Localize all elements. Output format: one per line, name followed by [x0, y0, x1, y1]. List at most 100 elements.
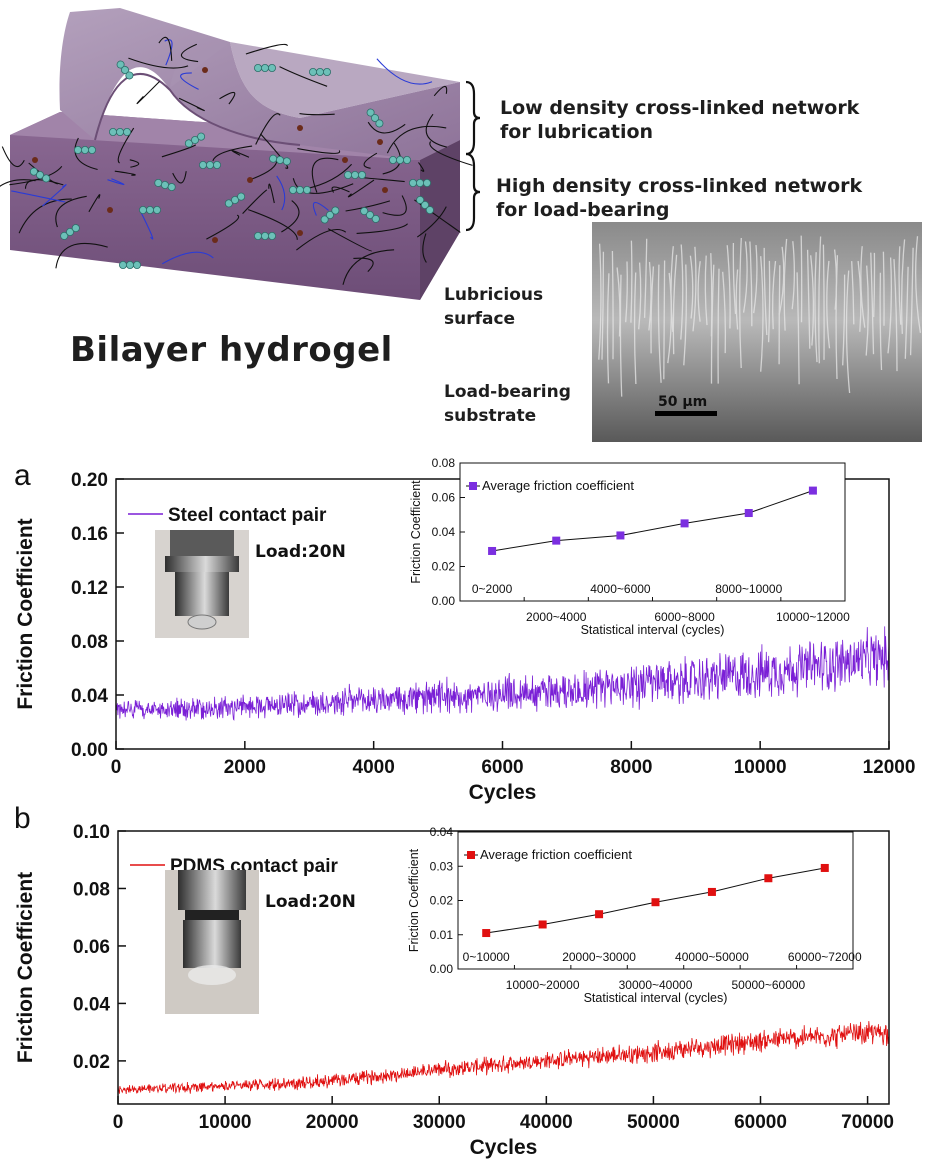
nanoparticle-chain [224, 192, 246, 208]
inset-x-axis-label: Statistical interval (cycles) [584, 991, 728, 1005]
network-strand [425, 113, 448, 148]
nanoparticle-chain [320, 206, 340, 224]
sem-fiber [732, 242, 737, 314]
network-strand [299, 113, 335, 116]
sem-fiber [689, 255, 694, 319]
network-strand [347, 179, 375, 198]
network-strand [136, 81, 160, 105]
inset-data-point [538, 920, 547, 929]
sem-fiber [898, 246, 902, 325]
sem-fiber [796, 272, 800, 385]
x-tick-label: 8000 [610, 757, 652, 778]
sem-fiber [842, 274, 846, 366]
x-tick-label: 20000 [306, 1112, 359, 1133]
inset-y-tick-label: 0.08 [432, 456, 456, 470]
inset-data-point [680, 519, 689, 528]
network-strand [242, 189, 268, 214]
network-strand [107, 178, 125, 186]
sem-fiber [606, 273, 610, 384]
sem-fiber [749, 241, 753, 327]
sem-fiber [900, 239, 906, 334]
network-strand [311, 157, 339, 193]
x-tick-label: 60000 [734, 1112, 787, 1133]
inset-data-point [707, 887, 716, 896]
nanoparticle-chain [388, 156, 411, 164]
inset-y-tick-label: 0.02 [432, 560, 456, 574]
sem-fiber [710, 264, 715, 384]
inset-series-line [492, 490, 814, 552]
inset-legend-marker [469, 482, 477, 490]
network-strand [172, 171, 187, 184]
nanoparticle-chain [29, 167, 51, 183]
sem-fiber [648, 261, 652, 331]
sem-image [592, 222, 922, 442]
sem-fiber [810, 255, 815, 346]
network-strand [279, 66, 328, 87]
inset-category-label: 60000~72000 [788, 950, 862, 964]
scale-bar [655, 411, 717, 416]
sem-fiber [735, 269, 739, 330]
inset-category-label: 8000~10000 [715, 582, 782, 596]
inset-data-point [616, 531, 625, 540]
network-strand [429, 141, 473, 166]
data-series-line [115, 626, 890, 721]
crosslink-node [202, 67, 208, 73]
panel-a: a 0 2000 4000 6000 8000 10000 12000 0.00 0.04 0.08… [14, 456, 915, 804]
inset-data-point [552, 536, 561, 545]
network-strand [158, 36, 173, 61]
crosslink-node [297, 125, 303, 131]
x-axis-label: Cycles [469, 781, 537, 804]
inset-category-label: 2000~4000 [526, 610, 587, 624]
sem-fiber [783, 238, 788, 331]
inset-category-label: 10000~20000 [506, 978, 580, 992]
sem-fiber [726, 245, 731, 329]
sem-fiber [680, 244, 684, 340]
network-strand [363, 152, 378, 169]
network-strand [305, 163, 353, 190]
x-tick-label: 6000 [481, 757, 523, 778]
sem-fiber [657, 264, 662, 383]
inset-y-axis-label: Friction Coefficient [407, 848, 421, 952]
plot-frame [117, 830, 890, 1105]
network-strand [386, 125, 447, 154]
sem-fiber [818, 236, 822, 364]
network-strand [161, 251, 214, 265]
sem-fiber [857, 260, 862, 332]
high-density-label: High density cross-linked network for lo… [496, 175, 863, 221]
load-label: Load:20N [265, 892, 356, 912]
figure-title: Bilayer hydrogel [70, 330, 393, 370]
network-strand [219, 91, 236, 105]
y-tick-label: 0.00 [71, 740, 108, 761]
y-tick-label: 0.06 [73, 937, 110, 958]
inset-data-point [808, 486, 817, 495]
network-strand [312, 202, 329, 216]
crosslink-node [247, 177, 253, 183]
nanoparticle-chain [60, 224, 80, 240]
crosslink-node [297, 230, 303, 236]
sem-fiber [873, 252, 876, 318]
nanoparticle-chain [184, 132, 206, 148]
inset-y-tick-label: 0.03 [430, 859, 454, 873]
inset-y-axis-label: Friction Coefficient [409, 480, 423, 584]
sem-fiber [887, 257, 893, 354]
crosslink-node [382, 187, 388, 193]
nanoparticle-chain [118, 261, 141, 269]
network-strand [281, 200, 300, 233]
sem-fiber [835, 255, 839, 380]
nanoparticle-chain [308, 68, 331, 76]
sem-fiber [882, 251, 885, 326]
y-tick-label: 0.04 [71, 686, 108, 707]
sem-fiber [683, 264, 688, 366]
network-strand [138, 208, 154, 240]
nanoparticle-chain [154, 178, 176, 192]
sem-fiber [619, 274, 623, 397]
sem-fiber [663, 260, 666, 380]
legend-label: Steel contact pair [168, 505, 327, 526]
data-series-line [117, 1021, 890, 1095]
sem-fiber [601, 251, 605, 360]
inset-category-label: 10000~12000 [776, 610, 850, 624]
network-strand [178, 97, 205, 112]
sem-fiber [767, 260, 771, 343]
network-strand [55, 243, 108, 269]
nanoparticle-chain [108, 128, 131, 136]
